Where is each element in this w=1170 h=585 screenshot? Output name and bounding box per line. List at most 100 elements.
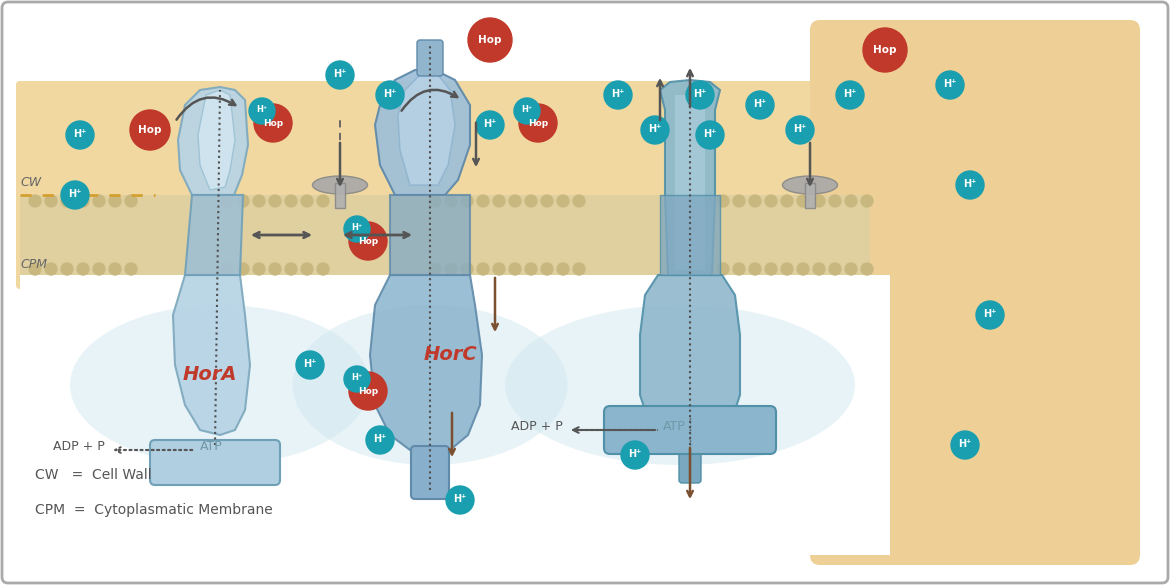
Text: CW   =  Cell Wall: CW = Cell Wall	[35, 468, 152, 482]
Circle shape	[863, 28, 907, 72]
Bar	[20, 195, 870, 275]
Text: Hop: Hop	[263, 119, 283, 128]
Circle shape	[61, 181, 89, 209]
Text: Hop: Hop	[528, 119, 548, 128]
Circle shape	[686, 81, 714, 109]
Circle shape	[349, 222, 387, 260]
Circle shape	[976, 301, 1004, 329]
Text: H⁺: H⁺	[384, 89, 397, 99]
Circle shape	[557, 263, 569, 275]
Ellipse shape	[505, 305, 855, 465]
Circle shape	[249, 98, 275, 124]
Circle shape	[238, 195, 249, 207]
Text: H⁺: H⁺	[333, 69, 346, 79]
Circle shape	[573, 195, 585, 207]
Circle shape	[525, 195, 537, 207]
Text: H⁺: H⁺	[453, 494, 467, 504]
Circle shape	[366, 426, 394, 454]
Circle shape	[429, 263, 441, 275]
Circle shape	[845, 195, 856, 207]
Polygon shape	[185, 195, 243, 275]
Text: H⁺: H⁺	[703, 129, 717, 139]
Ellipse shape	[783, 176, 838, 194]
Circle shape	[732, 263, 745, 275]
Text: HorC: HorC	[424, 346, 477, 364]
Circle shape	[44, 263, 57, 275]
Circle shape	[296, 351, 324, 379]
Circle shape	[509, 195, 521, 207]
Circle shape	[349, 372, 387, 410]
Circle shape	[317, 263, 329, 275]
Polygon shape	[390, 195, 470, 275]
Circle shape	[285, 195, 297, 207]
Circle shape	[477, 263, 489, 275]
Circle shape	[830, 195, 841, 207]
Circle shape	[861, 195, 873, 207]
Polygon shape	[376, 70, 470, 195]
Circle shape	[61, 195, 73, 207]
Bar	[805, 183, 815, 208]
Circle shape	[77, 263, 89, 275]
Text: HorA: HorA	[183, 366, 238, 384]
Ellipse shape	[292, 305, 567, 465]
Circle shape	[461, 263, 473, 275]
Circle shape	[446, 486, 474, 514]
Circle shape	[765, 263, 777, 275]
Circle shape	[732, 195, 745, 207]
Circle shape	[493, 195, 505, 207]
Ellipse shape	[70, 305, 370, 465]
Text: H⁺: H⁺	[351, 223, 363, 232]
Circle shape	[717, 195, 729, 207]
Circle shape	[621, 441, 649, 469]
Circle shape	[604, 81, 632, 109]
Circle shape	[66, 121, 94, 149]
Circle shape	[684, 195, 697, 207]
Text: H⁺: H⁺	[793, 124, 806, 134]
Circle shape	[573, 263, 585, 275]
Text: CPM: CPM	[20, 258, 47, 271]
Text: H⁺: H⁺	[68, 189, 82, 199]
Circle shape	[717, 263, 729, 275]
Polygon shape	[178, 87, 248, 195]
Circle shape	[477, 195, 489, 207]
Polygon shape	[640, 275, 739, 443]
FancyBboxPatch shape	[411, 446, 449, 499]
Text: H⁺: H⁺	[983, 309, 997, 319]
Circle shape	[468, 18, 512, 62]
FancyBboxPatch shape	[604, 406, 776, 454]
Circle shape	[541, 263, 553, 275]
Circle shape	[221, 263, 233, 275]
Text: H⁺: H⁺	[611, 89, 625, 99]
Text: H⁺: H⁺	[256, 105, 268, 115]
Circle shape	[285, 263, 297, 275]
Polygon shape	[398, 75, 455, 185]
Circle shape	[684, 263, 697, 275]
Circle shape	[782, 263, 793, 275]
Circle shape	[301, 195, 314, 207]
Circle shape	[445, 263, 457, 275]
Circle shape	[641, 116, 669, 144]
Text: H⁺: H⁺	[753, 99, 766, 109]
Circle shape	[782, 195, 793, 207]
Bar	[20, 275, 890, 555]
Text: H⁺: H⁺	[694, 89, 707, 99]
Circle shape	[936, 71, 964, 99]
Circle shape	[525, 263, 537, 275]
Circle shape	[269, 195, 281, 207]
Circle shape	[557, 195, 569, 207]
Circle shape	[830, 263, 841, 275]
Circle shape	[797, 263, 808, 275]
Circle shape	[861, 263, 873, 275]
Circle shape	[29, 263, 41, 275]
Circle shape	[92, 195, 105, 207]
Text: Hop: Hop	[358, 387, 378, 395]
Circle shape	[519, 104, 557, 142]
Circle shape	[269, 263, 281, 275]
Circle shape	[77, 195, 89, 207]
Circle shape	[765, 195, 777, 207]
Circle shape	[461, 195, 473, 207]
Circle shape	[29, 195, 41, 207]
Circle shape	[813, 195, 825, 207]
FancyBboxPatch shape	[150, 440, 280, 485]
Text: H⁺: H⁺	[483, 119, 497, 129]
